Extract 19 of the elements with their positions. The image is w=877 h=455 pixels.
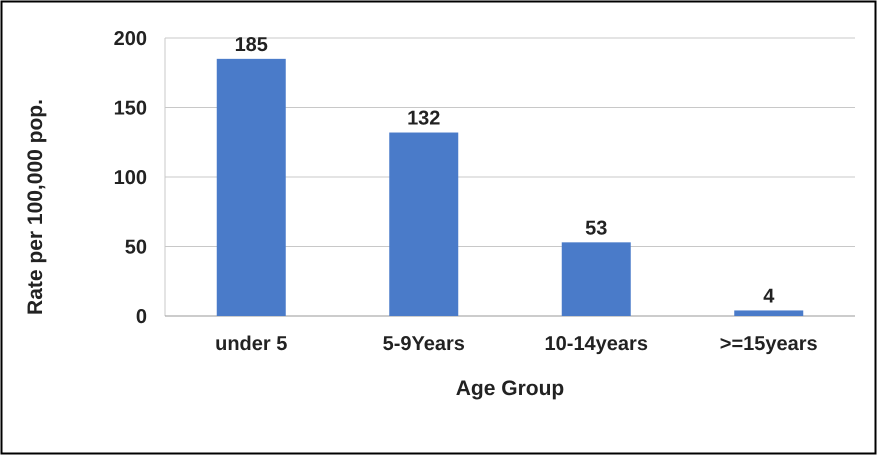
y-tick-label: 0 — [136, 306, 147, 328]
bar — [216, 58, 286, 316]
y-tick-label: 150 — [114, 98, 147, 120]
x-tick-label: 10-14years — [544, 333, 648, 355]
x-tick-label: >=15years — [720, 333, 818, 355]
data-label: 132 — [407, 108, 440, 130]
data-label: 53 — [585, 217, 608, 240]
data-label: 4 — [763, 285, 776, 308]
x-tick-label: under 5 — [215, 333, 288, 355]
x-tick-label: 5-9Years — [382, 333, 465, 355]
y-tick-label: 200 — [114, 28, 147, 50]
y-tick-label: 50 — [124, 236, 147, 258]
bar — [389, 132, 458, 316]
y-axis-title: Rate per 100,000 pop. — [24, 99, 47, 315]
x-axis-title: Age Group — [456, 377, 564, 400]
y-tick-label: 100 — [114, 167, 147, 189]
bar — [734, 310, 804, 316]
bar — [562, 242, 631, 316]
data-label: 185 — [234, 34, 268, 56]
